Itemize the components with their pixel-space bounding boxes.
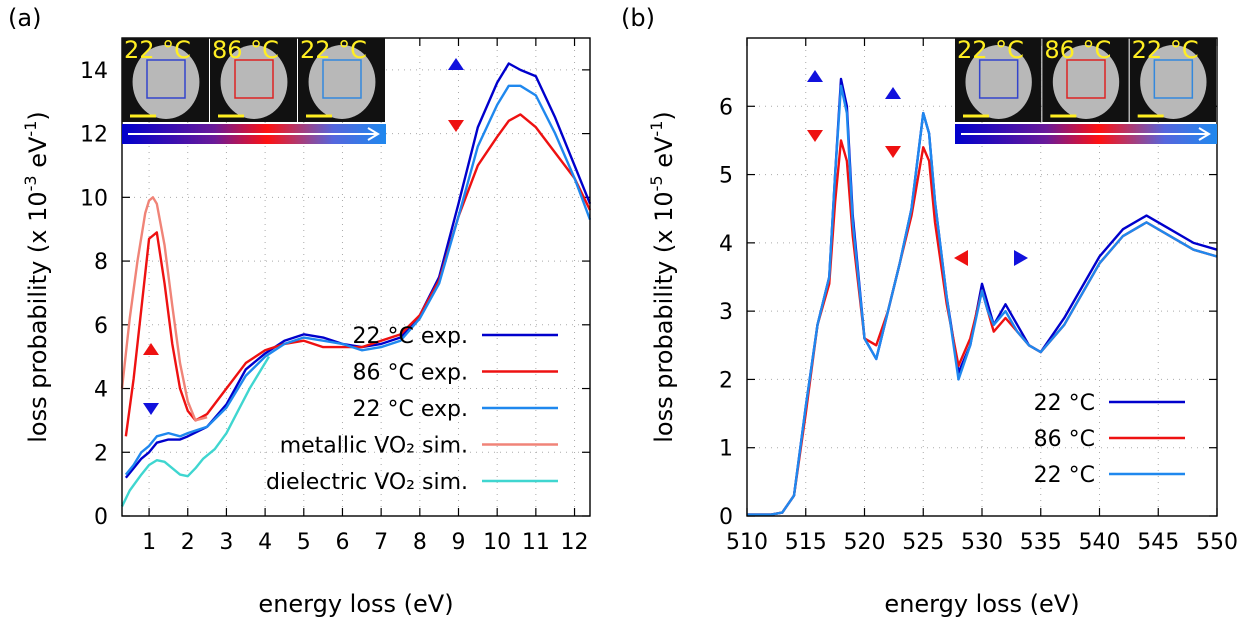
x-tick-label: 12 xyxy=(561,530,589,555)
y-tick-label: 4 xyxy=(94,378,108,403)
legend: 22 °C exp. 86 °C exp. 22 °C exp. metallic V… xyxy=(266,324,558,495)
series-line-2 xyxy=(747,84,1218,516)
x-tick-label: 550 xyxy=(1196,530,1238,555)
temperature-label: 86 °C xyxy=(212,36,279,64)
x-tick-label: 530 xyxy=(961,530,1003,555)
y-tick-label: 1 xyxy=(719,437,733,462)
x-tick-label: 2 xyxy=(181,530,195,555)
particle-image xyxy=(132,45,200,119)
x-tick-label: 3 xyxy=(219,530,233,555)
particle-image xyxy=(220,45,288,119)
x-tick-label: 9 xyxy=(451,530,465,555)
x-tick-label: 4 xyxy=(258,530,272,555)
legend-label: 86 °C exp. xyxy=(353,361,468,386)
x-tick-label: 8 xyxy=(413,530,427,555)
series-line-2 xyxy=(124,84,592,476)
y-tick-label: 0 xyxy=(719,505,733,530)
x-tick-label: 520 xyxy=(844,530,886,555)
roi-box xyxy=(146,59,186,99)
x-tick-label: 11 xyxy=(522,530,550,555)
x-tick-label: 5 xyxy=(297,530,311,555)
y-axis-label: loss probability (x 10-5 eV-1) xyxy=(647,111,678,443)
time-arrow-head xyxy=(367,127,380,141)
temperature-label: 22 °C xyxy=(957,36,1024,64)
particle-image xyxy=(965,45,1032,119)
y-tick-label: 0 xyxy=(94,505,108,530)
x-axis-label: energy loss (eV) xyxy=(258,590,453,618)
roi-box xyxy=(234,59,274,99)
y-tick-label: 8 xyxy=(94,250,108,275)
roi-box xyxy=(322,59,362,99)
x-tick-label: 6 xyxy=(335,530,349,555)
series-line-3 xyxy=(120,196,208,422)
roi-box xyxy=(978,59,1019,99)
legend-label: metallic VO₂ sim. xyxy=(280,434,468,459)
inset-images: 22 °C 86 °C 22 °C xyxy=(122,36,386,144)
panel-label: (a) xyxy=(8,4,41,32)
roi-box xyxy=(1066,59,1106,99)
x-tick-label: 515 xyxy=(785,530,827,555)
double-arrow-annotation xyxy=(807,70,823,142)
y-tick-label: 5 xyxy=(719,164,733,189)
x-tick-label: 10 xyxy=(483,530,511,555)
x-tick-label: 7 xyxy=(374,530,388,555)
x-tick-label: 545 xyxy=(1137,530,1179,555)
y-tick-label: 3 xyxy=(719,300,733,325)
y-tick-label: 2 xyxy=(94,441,108,466)
x-tick-label: 535 xyxy=(1020,530,1062,555)
double-arrow-annotation xyxy=(448,58,464,132)
x-tick-label: 510 xyxy=(726,530,768,555)
temperature-label: 22 °C xyxy=(300,36,367,64)
particle-image xyxy=(1052,45,1120,119)
panel-label: (b) xyxy=(621,4,655,32)
y-tick-label: 10 xyxy=(80,186,108,211)
legend-label: 22 °C exp. xyxy=(353,324,468,349)
time-arrow-head xyxy=(1198,127,1211,141)
legend-label: 22 °C xyxy=(1034,463,1095,488)
particle-image xyxy=(308,45,376,119)
y-tick-label: 6 xyxy=(719,95,733,120)
temperature-label: 86 °C xyxy=(1044,36,1111,64)
legend-label: dielectric VO₂ sim. xyxy=(266,470,468,495)
y-tick-label: 4 xyxy=(719,232,733,257)
temperature-label: 22 °C xyxy=(1132,36,1199,64)
x-tick-label: 1 xyxy=(142,530,156,555)
double-arrow-annotation xyxy=(143,343,159,415)
series-line-1 xyxy=(124,113,592,437)
y-tick-label: 12 xyxy=(80,123,108,148)
series-line-0 xyxy=(124,62,592,479)
y-tick-label: 6 xyxy=(94,314,108,339)
legend-label: 86 °C xyxy=(1034,427,1095,452)
y-axis-label: loss probability (x 10-3 eV-1) xyxy=(21,111,52,443)
series-line-4 xyxy=(120,356,271,507)
particle-image xyxy=(1140,45,1207,119)
panel-b: (b) 510 515 520 525 530 535 540 545 550 0 1 2 3 4 5 6 ene… xyxy=(621,4,1238,618)
temperature-label: 22 °C xyxy=(124,36,191,64)
double-arrow-annotation xyxy=(885,87,901,158)
y-tick-label: 2 xyxy=(719,368,733,393)
horizontal-double-arrow xyxy=(954,250,1028,266)
legend-label: 22 °C exp. xyxy=(353,397,468,422)
x-axis-label: energy loss (eV) xyxy=(884,590,1079,618)
roi-box xyxy=(1153,59,1194,99)
legend-label: 22 °C xyxy=(1034,391,1095,416)
inset-images: 22 °C 86 °C 22 °C xyxy=(955,36,1217,144)
x-tick-label: 540 xyxy=(1079,530,1121,555)
legend: 22 °C 86 °C 22 °C xyxy=(1034,391,1185,488)
x-tick-label: 525 xyxy=(902,530,944,555)
y-tick-label: 14 xyxy=(80,59,108,84)
